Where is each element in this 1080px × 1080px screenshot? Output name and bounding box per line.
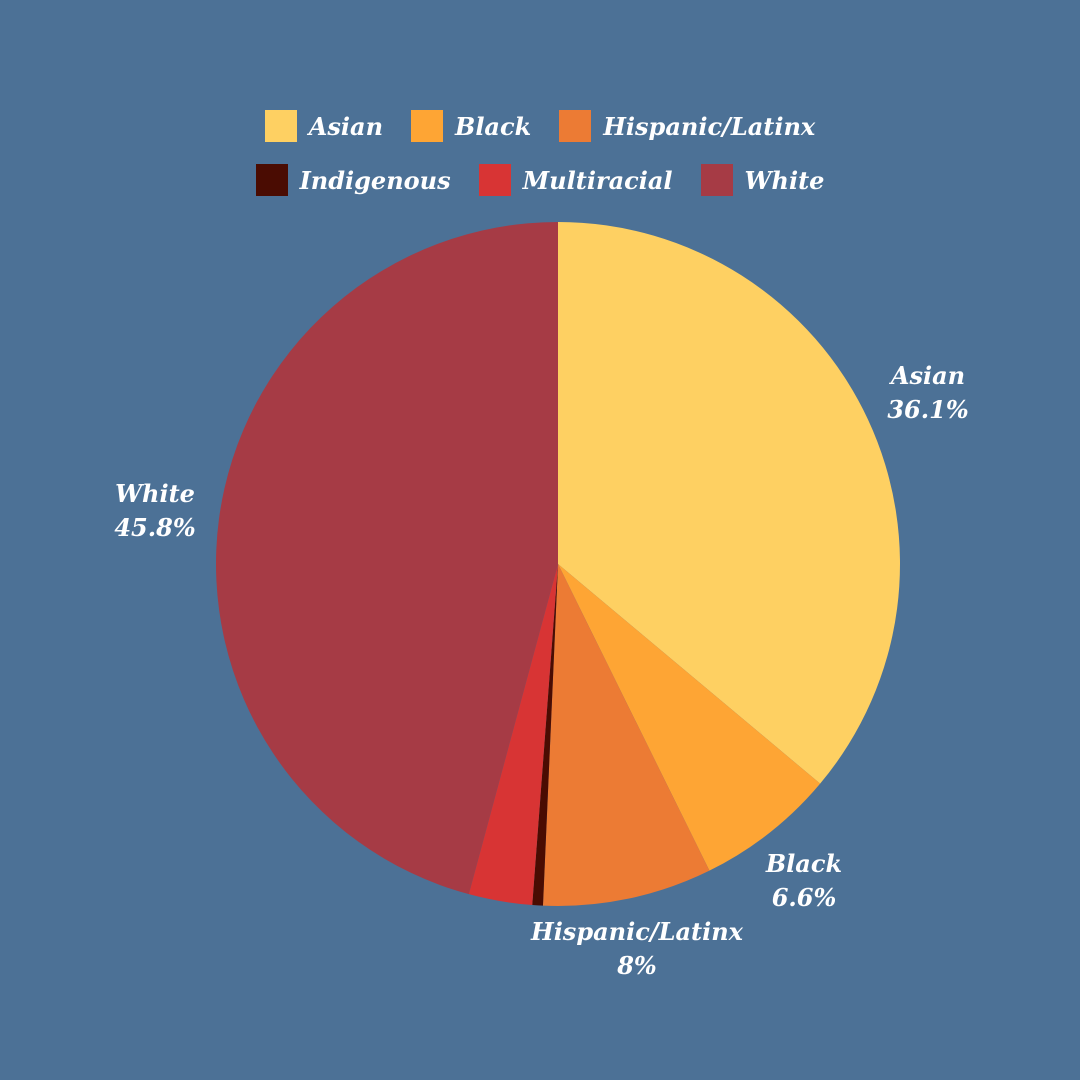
legend-swatch-black [411,110,444,142]
pie-slice-hispanic-latinx [542,564,710,906]
legend-swatch-indigenous [255,164,288,196]
legend-label-white: White [744,165,825,195]
legend-row-2: Indigenous Multiracial White [255,164,825,196]
slice-label-value: 45.8% [114,513,195,542]
pie-slices [215,222,900,906]
legend-item-white: White [700,164,825,196]
legend-swatch-asian [264,110,297,142]
pie-slice-asian [558,222,900,784]
slice-labels: Asian 36.1% Black 6.6% Hispanic/Latinx 8% Whit… [114,361,968,980]
legend-item-multiracial: Multiracial [478,164,673,196]
pie-slice-white [215,222,558,895]
legend-item-asian: Asian [264,110,384,142]
legend-label-black: Black [455,111,532,141]
legend-label-indigenous: Indigenous [299,165,451,195]
legend-swatch-white [700,164,733,196]
legend-label-multiracial: Multiracial [522,165,673,195]
slice-label-black: Black 6.6% [765,849,842,912]
legend-row-1: Asian Black Hispanic/Latinx [264,110,815,142]
legend-item-hispanic-latinx: Hispanic/Latinx [559,110,815,142]
legend-label-hispanic-latinx: Hispanic/Latinx [603,111,816,141]
pie-slice-multiracial [468,564,558,906]
slice-label-value: 36.1% [887,395,968,424]
slice-label-asian: Asian 36.1% [887,361,968,424]
pie-slice-black [558,564,821,871]
pie-slice-indigenous [532,564,558,906]
slice-label-name: Hispanic/Latinx [530,917,744,946]
slice-label-value: 6.6% [772,883,837,912]
legend-label-asian: Asian [308,111,384,141]
slice-label-name: Asian [889,361,965,390]
legend-item-black: Black [411,110,531,142]
slice-label-hispanic-latinx: Hispanic/Latinx 8% [530,917,744,980]
slice-label-white: White 45.8% [114,479,195,542]
slice-label-value: 8% [616,951,657,980]
slice-label-name: Black [765,849,842,878]
legend-swatch-multiracial [478,164,511,196]
slice-label-name: White [115,479,195,508]
legend: Asian Black Hispanic/Latinx Indigenous M… [0,110,1080,196]
legend-swatch-hispanic-latinx [559,110,592,142]
legend-item-indigenous: Indigenous [255,164,451,196]
